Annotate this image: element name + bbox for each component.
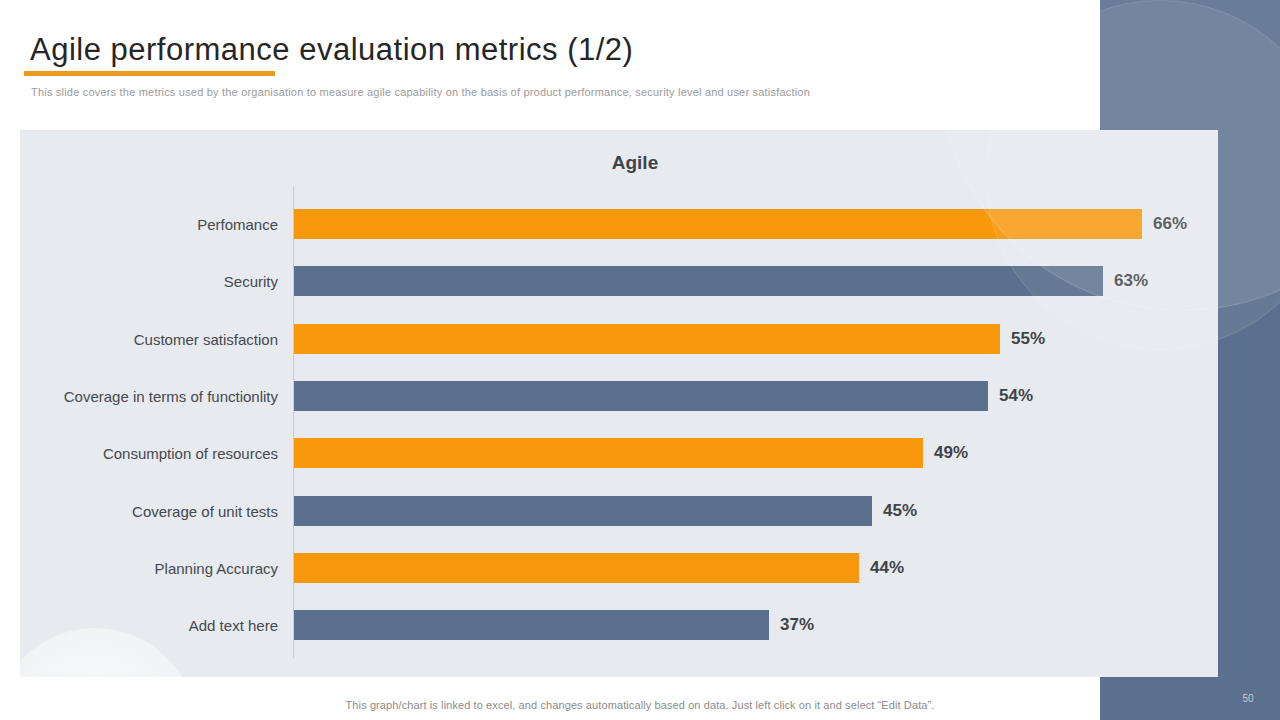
chart-row: Planning Accuracy 44%: [20, 553, 1210, 583]
chart-row: Coverage of unit tests 45%: [20, 496, 1210, 526]
title-underline: [24, 71, 275, 76]
slide: Agile performance evaluation metrics (1/…: [0, 0, 1280, 720]
bar[interactable]: [294, 381, 988, 411]
category-label: Coverage in terms of functionlity: [20, 388, 278, 405]
chart-title: Agile: [20, 152, 1218, 174]
chart-row: Add text here 37%: [20, 610, 1210, 640]
value-label: 37%: [780, 615, 814, 635]
category-label: Planning Accuracy: [20, 560, 278, 577]
bar[interactable]: [294, 266, 1103, 296]
chart-row: Security 63%: [20, 266, 1210, 296]
footer-note: This graph/chart is linked to excel, and…: [0, 699, 1280, 711]
bar[interactable]: [294, 438, 923, 468]
value-label: 45%: [883, 501, 917, 521]
category-label: Security: [20, 273, 278, 290]
chart-row: Perfomance 66%: [20, 209, 1210, 239]
bar[interactable]: [294, 496, 872, 526]
slide-subtitle: This slide covers the metrics used by th…: [31, 86, 891, 98]
chart-row: Consumption of resources 49%: [20, 438, 1210, 468]
category-label: Consumption of resources: [20, 445, 278, 462]
value-label: 55%: [1011, 329, 1045, 349]
value-label: 63%: [1114, 271, 1148, 291]
category-label: Customer satisfaction: [20, 331, 278, 348]
value-label: 54%: [999, 386, 1033, 406]
value-label: 44%: [870, 558, 904, 578]
bar[interactable]: [294, 209, 1142, 239]
category-label: Coverage of unit tests: [20, 503, 278, 520]
value-label: 66%: [1153, 214, 1187, 234]
chart-panel[interactable]: Agile Perfomance 66% Security 63% Customer s…: [20, 130, 1218, 677]
category-label: Add text here: [20, 617, 278, 634]
chart-row: Coverage in terms of functionlity 54%: [20, 381, 1210, 411]
bar[interactable]: [294, 324, 1000, 354]
chart-axis-line: [293, 186, 294, 658]
category-label: Perfomance: [20, 216, 278, 233]
page-title: Agile performance evaluation metrics (1/…: [30, 32, 633, 68]
page-number: 50: [1234, 693, 1262, 704]
bar[interactable]: [294, 610, 769, 640]
value-label: 49%: [934, 443, 968, 463]
chart-row: Customer satisfaction 55%: [20, 324, 1210, 354]
bar[interactable]: [294, 553, 859, 583]
